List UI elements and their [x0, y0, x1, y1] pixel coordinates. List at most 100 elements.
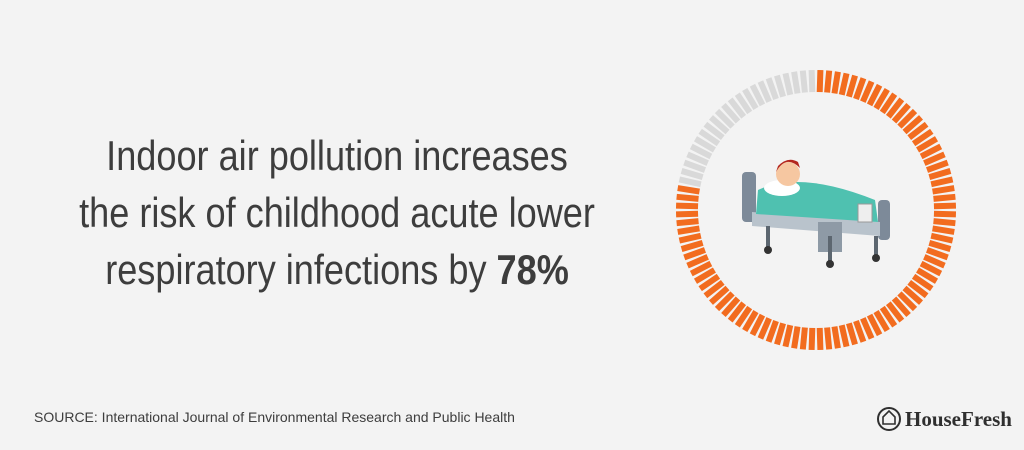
ring-tick [703, 121, 725, 141]
ring-tick [907, 279, 929, 299]
ring-tick [891, 103, 911, 124]
ring-tick [831, 326, 841, 349]
ring-tick [873, 310, 890, 333]
ring-tick [860, 317, 875, 340]
ring-tick [885, 301, 905, 323]
ring-tick [698, 128, 721, 147]
ring-value-arc [675, 69, 957, 351]
ring-tick [897, 108, 918, 129]
ring-tick [928, 240, 952, 252]
ring-tick [680, 240, 704, 252]
ring-tick [678, 232, 702, 244]
ring-tick [930, 232, 954, 244]
ring-tick [923, 254, 946, 269]
ring-tick [907, 121, 929, 141]
ring-tick [675, 210, 699, 218]
ring-tick [791, 326, 801, 349]
ring-tick [831, 71, 841, 94]
ring-tick [808, 69, 816, 93]
ring-tick [916, 136, 939, 153]
ring-tick [866, 83, 883, 107]
ring-tick [765, 320, 779, 343]
ring-tick [853, 320, 867, 343]
ring-tick [703, 279, 725, 299]
ring-tick [860, 80, 875, 103]
ring-tick [879, 305, 898, 328]
ring-tick [734, 305, 753, 328]
ring-tick [933, 218, 956, 227]
ring-tick [675, 202, 699, 210]
ring [675, 69, 957, 351]
ring-tick [676, 193, 699, 202]
headline-line: respiratory infections by 78% [105, 248, 569, 294]
ring-tick [727, 97, 747, 119]
ring-tick [902, 285, 923, 305]
ring-tick [742, 87, 759, 110]
ring-tick [824, 327, 833, 350]
ring-tick [933, 210, 957, 218]
ring-tick [885, 97, 905, 119]
ring-tick [919, 143, 943, 160]
headline-stat: 78% [497, 248, 569, 294]
ring-tick [693, 267, 716, 284]
ring-tick [866, 313, 883, 337]
ring-tick [799, 327, 808, 350]
ring-tick [774, 322, 786, 346]
bed-illustration [742, 159, 890, 268]
ring-tick [757, 317, 772, 340]
ring-tick [683, 247, 706, 261]
ring-tick [714, 291, 735, 312]
source: SOURCE: International Journal of Environ… [34, 409, 515, 425]
ring-tick [930, 176, 954, 188]
brand-logo: HouseFresh [877, 407, 1012, 431]
ring-tick [765, 77, 779, 100]
ring-tick [678, 176, 702, 188]
ring-tick [791, 71, 801, 94]
ring-tick [680, 168, 704, 180]
ring-tick [689, 143, 713, 160]
ring-tick [693, 136, 716, 153]
ring-tick [816, 69, 824, 93]
ring-tick [923, 151, 946, 166]
ring-tick [749, 83, 766, 107]
ring-tick [676, 218, 699, 227]
ring-tick [808, 327, 816, 351]
ring-tick [686, 151, 709, 166]
ring-tick [916, 267, 939, 284]
ring-tick [902, 115, 923, 135]
ring-tick [816, 327, 824, 351]
ring-tick [933, 193, 956, 202]
ring-tick [838, 72, 850, 96]
ring-tick [879, 92, 898, 115]
ring-tick [749, 313, 766, 337]
ring-tick [928, 168, 952, 180]
headline-line: the risk of childhood acute lower [79, 191, 595, 237]
ring-tick [933, 202, 957, 210]
headline-line: respiratory infections by [105, 248, 496, 294]
ring-tick [824, 70, 833, 93]
ring-tick [689, 260, 713, 277]
ring-tick [757, 80, 772, 103]
ring-tick [709, 115, 730, 135]
ring-tick [897, 291, 918, 312]
ring-tick [721, 296, 741, 317]
ring-tick [774, 74, 786, 98]
ring-tick [734, 92, 753, 115]
ring-tick [932, 225, 955, 235]
ring-tick [721, 103, 741, 124]
ring-tick [891, 296, 911, 317]
ring-tick [727, 301, 747, 323]
ring-tick [838, 324, 850, 348]
ring-tick [782, 72, 794, 96]
ring-track [678, 69, 816, 188]
ring-tick [686, 254, 709, 269]
ring-tick [926, 247, 949, 261]
ring-tick [677, 185, 700, 195]
ring-tick [677, 225, 700, 235]
ring-tick [846, 74, 858, 98]
ring-tick [782, 324, 794, 348]
ring-tick [799, 70, 808, 93]
ring-tick [853, 77, 867, 100]
